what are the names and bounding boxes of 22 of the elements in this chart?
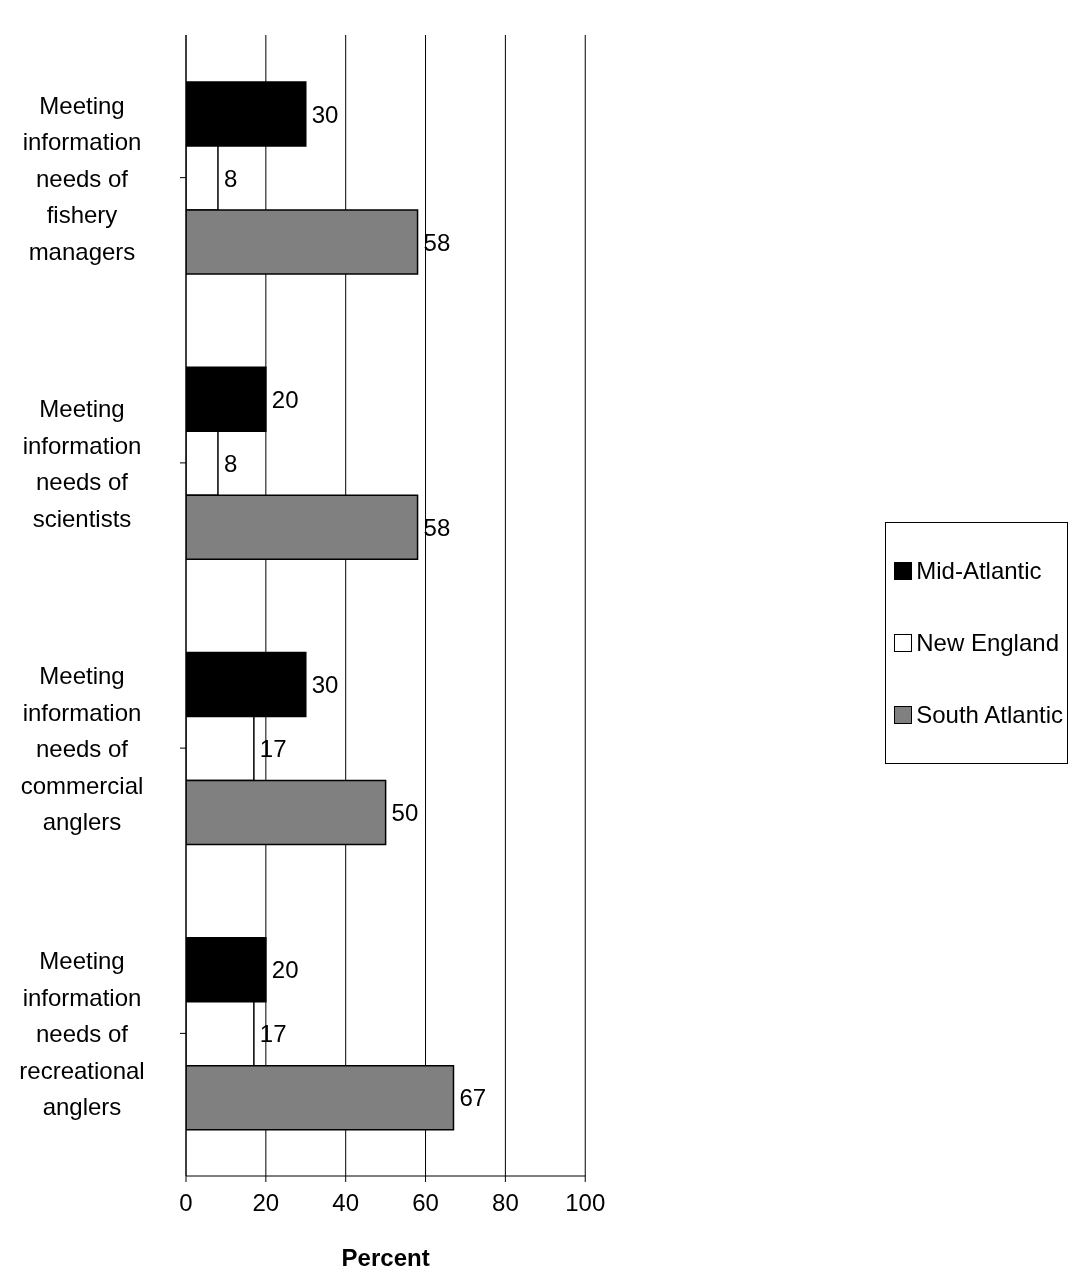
legend-label: New England: [916, 629, 1059, 657]
x-tick-label: 40: [332, 1189, 360, 1217]
x-tick-label: 0: [179, 1189, 193, 1217]
data-label: 67: [459, 1084, 487, 1112]
data-label: 20: [271, 385, 299, 413]
x-tick-label: 100: [565, 1189, 606, 1217]
data-label: 8: [223, 164, 238, 192]
legend-label: Mid-Atlantic: [916, 557, 1042, 585]
y-tick-label: Meeting information needs of commercial anglers: [20, 661, 144, 835]
data-label: 50: [391, 799, 419, 827]
x-tick-label: 20: [252, 1189, 280, 1217]
x-axis-title: Percent: [341, 1244, 430, 1271]
data-label: 8: [223, 449, 238, 477]
x-tick-label: 80: [492, 1189, 519, 1217]
data-label: 20: [271, 956, 299, 984]
y-tick-label: Meeting information needs of recreational anglers: [19, 946, 145, 1120]
y-tick-label: Meeting information needs of fishery managers: [22, 91, 142, 265]
x-tick-label: 60: [412, 1189, 439, 1217]
legend-label: South Atlantic: [916, 701, 1063, 729]
y-tick-label: Meeting information needs of scientists: [22, 394, 142, 532]
data-label: 30: [311, 671, 339, 699]
data-label: 30: [311, 100, 339, 128]
